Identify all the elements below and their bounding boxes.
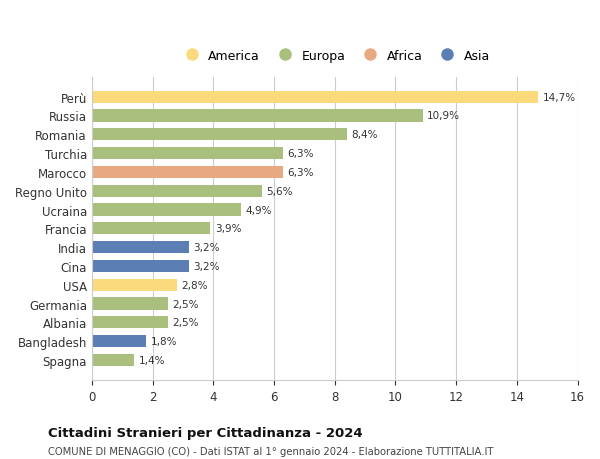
Legend: America, Europa, Africa, Asia: America, Europa, Africa, Asia — [175, 45, 495, 67]
Text: 8,4%: 8,4% — [352, 130, 378, 140]
Bar — [92, 298, 168, 310]
Text: 2,5%: 2,5% — [172, 318, 199, 328]
Bar — [92, 148, 283, 160]
Text: 14,7%: 14,7% — [542, 92, 576, 102]
Bar — [92, 260, 189, 273]
Text: 2,8%: 2,8% — [181, 280, 208, 290]
Bar — [92, 279, 177, 291]
Text: 3,2%: 3,2% — [194, 243, 220, 252]
Bar — [92, 241, 189, 254]
Bar — [92, 336, 146, 347]
Bar — [92, 167, 283, 179]
Bar — [92, 317, 168, 329]
Bar — [92, 110, 423, 123]
Text: Cittadini Stranieri per Cittadinanza - 2024: Cittadini Stranieri per Cittadinanza - 2… — [48, 426, 362, 439]
Text: 5,6%: 5,6% — [266, 186, 293, 196]
Text: 6,3%: 6,3% — [287, 168, 314, 178]
Bar — [92, 354, 134, 366]
Text: COMUNE DI MENAGGIO (CO) - Dati ISTAT al 1° gennaio 2024 - Elaborazione TUTTITALI: COMUNE DI MENAGGIO (CO) - Dati ISTAT al … — [48, 447, 493, 456]
Bar — [92, 91, 538, 104]
Text: 1,8%: 1,8% — [151, 336, 178, 347]
Text: 1,4%: 1,4% — [139, 355, 166, 365]
Bar — [92, 129, 347, 141]
Bar — [92, 185, 262, 197]
Text: 3,9%: 3,9% — [215, 224, 241, 234]
Bar — [92, 204, 241, 216]
Text: 6,3%: 6,3% — [287, 149, 314, 159]
Text: 10,9%: 10,9% — [427, 111, 460, 121]
Bar — [92, 223, 210, 235]
Text: 3,2%: 3,2% — [194, 261, 220, 271]
Text: 2,5%: 2,5% — [172, 299, 199, 309]
Text: 4,9%: 4,9% — [245, 205, 272, 215]
